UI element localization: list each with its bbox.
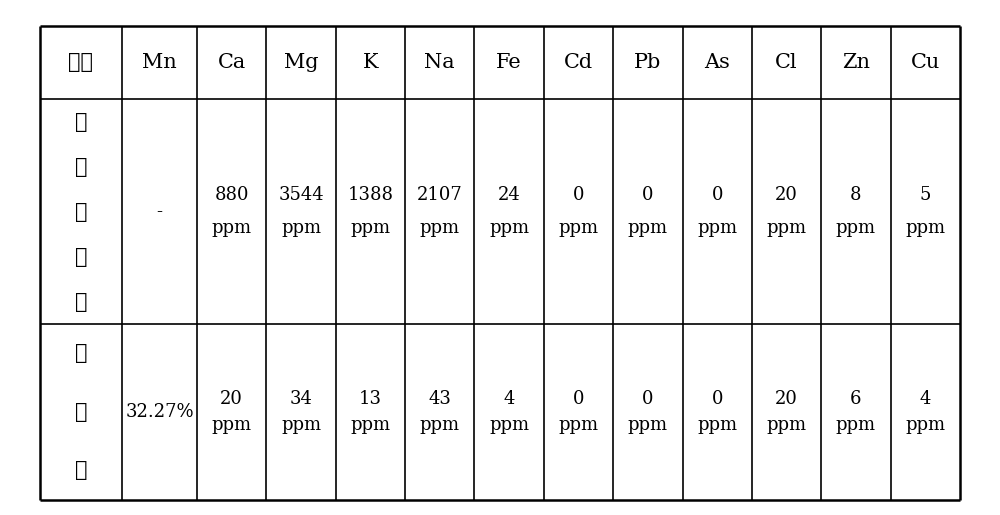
Text: 0: 0: [573, 390, 584, 408]
Text: ppm: ppm: [628, 416, 668, 434]
Text: 20: 20: [775, 186, 798, 204]
Text: 13: 13: [359, 390, 382, 408]
Text: ppm: ppm: [281, 416, 321, 434]
Text: Cd: Cd: [564, 53, 593, 72]
Text: 20: 20: [220, 390, 243, 408]
Text: Zn: Zn: [842, 53, 870, 72]
Text: ppm: ppm: [697, 219, 737, 237]
Text: Cu: Cu: [911, 53, 940, 72]
Text: 0: 0: [573, 186, 584, 204]
Text: 32.27%: 32.27%: [125, 403, 194, 421]
Text: ppm: ppm: [350, 416, 390, 434]
Text: 5: 5: [920, 186, 931, 204]
Text: ppm: ppm: [420, 416, 460, 434]
Text: 0: 0: [711, 390, 723, 408]
Text: ppm: ppm: [558, 416, 599, 434]
Text: 24: 24: [498, 186, 521, 204]
Text: 杂: 杂: [75, 157, 87, 177]
Text: 0: 0: [642, 186, 654, 204]
Text: 0: 0: [711, 186, 723, 204]
Text: As: As: [704, 53, 730, 72]
Text: Fe: Fe: [496, 53, 522, 72]
Text: 量: 量: [75, 291, 87, 312]
Text: 4: 4: [920, 390, 931, 408]
Text: ppm: ppm: [905, 219, 945, 237]
Text: ppm: ppm: [212, 416, 252, 434]
Text: 除: 除: [75, 344, 87, 364]
Text: K: K: [363, 53, 378, 72]
Text: -: -: [156, 203, 162, 221]
Text: ppm: ppm: [281, 219, 321, 237]
Text: 前: 前: [75, 202, 87, 222]
Text: ppm: ppm: [350, 219, 390, 237]
Text: Pb: Pb: [634, 53, 661, 72]
Text: ppm: ppm: [767, 416, 807, 434]
Text: ppm: ppm: [836, 416, 876, 434]
Text: ppm: ppm: [420, 219, 460, 237]
Text: 除: 除: [75, 112, 87, 132]
Text: 元素: 元素: [68, 53, 93, 73]
Text: Mg: Mg: [284, 53, 318, 72]
Text: ppm: ppm: [489, 416, 529, 434]
Text: 0: 0: [642, 390, 654, 408]
Text: Mn: Mn: [142, 53, 177, 72]
Text: 1388: 1388: [347, 186, 393, 204]
Text: ppm: ppm: [489, 219, 529, 237]
Text: Ca: Ca: [218, 53, 246, 72]
Text: 8: 8: [850, 186, 862, 204]
Text: ppm: ppm: [836, 219, 876, 237]
Text: ppm: ppm: [558, 219, 599, 237]
Text: Na: Na: [424, 53, 455, 72]
Text: 3544: 3544: [278, 186, 324, 204]
Text: 880: 880: [214, 186, 249, 204]
Text: 2107: 2107: [417, 186, 463, 204]
Text: 34: 34: [290, 390, 313, 408]
Text: 20: 20: [775, 390, 798, 408]
Text: 6: 6: [850, 390, 862, 408]
Text: ppm: ppm: [767, 219, 807, 237]
Text: ppm: ppm: [212, 219, 252, 237]
Text: 杂: 杂: [75, 402, 87, 422]
Text: ppm: ppm: [905, 416, 945, 434]
Text: 含: 含: [75, 247, 87, 267]
Text: ppm: ppm: [697, 416, 737, 434]
Text: Cl: Cl: [775, 53, 798, 72]
Text: 43: 43: [428, 390, 451, 408]
Text: 4: 4: [503, 390, 515, 408]
Text: 后: 后: [75, 460, 87, 480]
Text: ppm: ppm: [628, 219, 668, 237]
